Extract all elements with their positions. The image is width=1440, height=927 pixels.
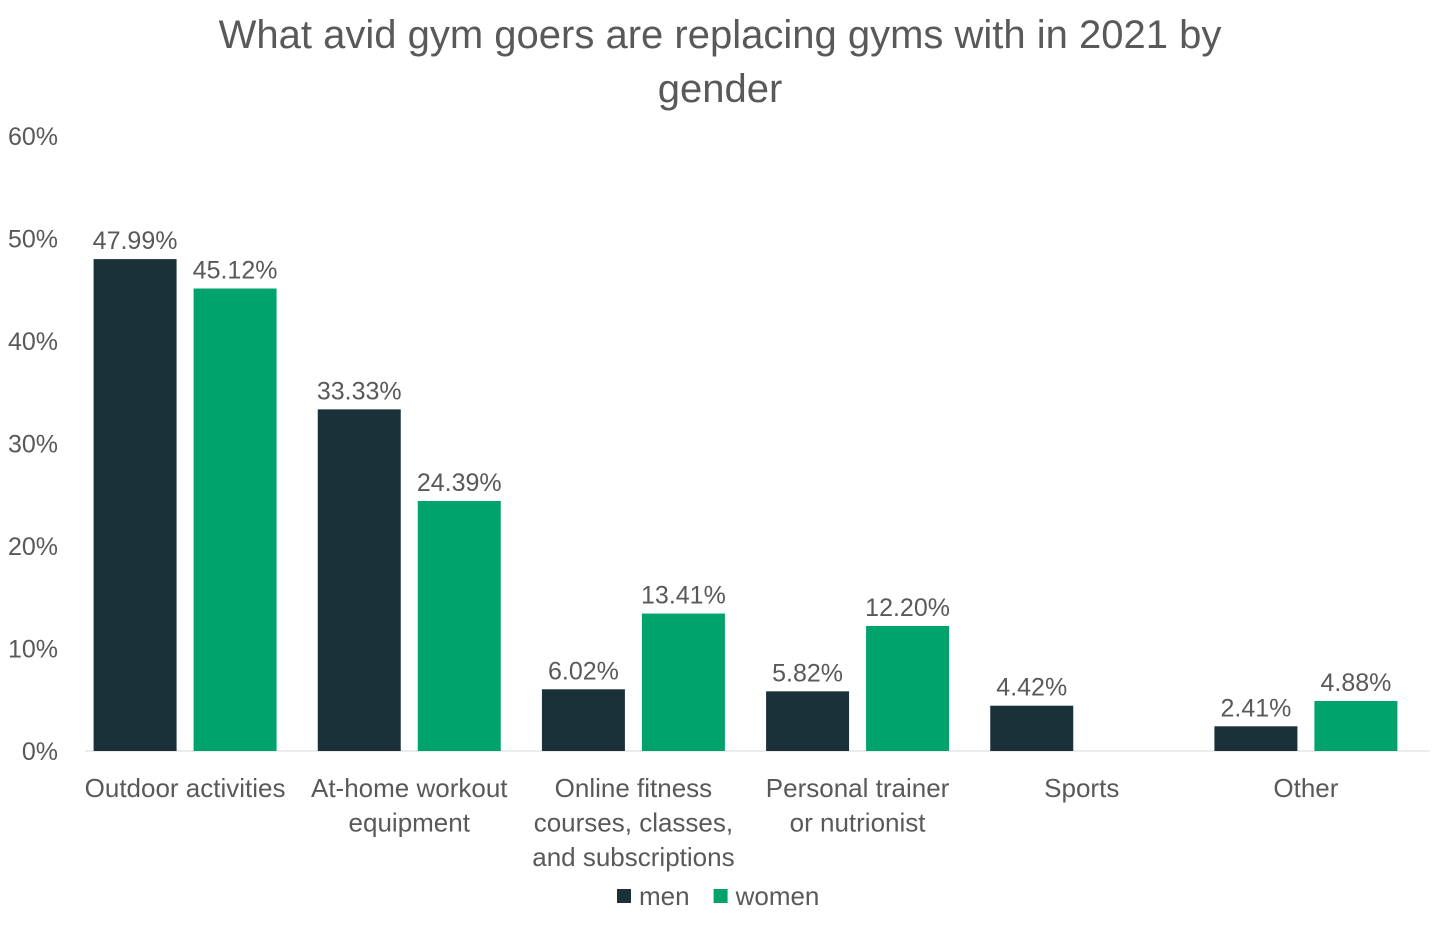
chart-title-line: gender [658,67,783,111]
chart-title: What avid gym goers are replacing gyms w… [219,13,1222,111]
bar-women [193,288,277,751]
bar-women [641,613,725,751]
y-tick-label: 50% [8,226,58,254]
legend-label-men: men [639,881,690,911]
legend-swatch-women [713,889,728,903]
legend-label-women: women [735,881,820,911]
bar-women [866,625,950,751]
bar-men [766,691,850,751]
chart-title-line: What avid gym goers are replacing gyms w… [219,13,1222,57]
bar-men [93,259,177,751]
x-tick-label: Outdoor activities [85,773,286,803]
data-label: 5.82% [772,659,843,687]
y-tick-label: 10% [8,636,58,664]
y-axis: 0% 10% 20% 30% 40% 50% 60% [8,123,58,766]
data-label: 4.42% [996,674,1067,702]
bar-men [541,689,625,751]
x-tick-label: and subscriptions [532,842,734,872]
x-tick-label: Online fitness [555,773,713,803]
data-label: 45.12% [193,257,278,285]
x-tick-label: At-home workout [311,773,508,803]
y-tick-label: 20% [8,533,58,561]
x-tick-label: Other [1273,773,1338,803]
data-label: 2.41% [1220,694,1291,722]
y-tick-label: 60% [8,123,58,151]
x-tick-label: or nutrionist [790,808,927,838]
bars: 47.99% 45.12% 33.33% 24.39% 6.02% 13.41% 5.82%… [93,227,1398,751]
bar-men [1214,726,1298,751]
legend-swatch-men [617,889,631,903]
data-label: 24.39% [417,469,502,497]
x-tick-label: equipment [349,808,471,838]
bar-men [317,409,401,751]
y-tick-label: 40% [8,328,58,356]
y-tick-label: 0% [22,738,58,766]
data-label: 33.33% [317,377,402,405]
x-tick-label: Sports [1044,773,1119,803]
legend: men women [617,881,819,911]
bar-men [990,705,1074,751]
data-label: 13.41% [641,582,726,610]
data-label: 6.02% [548,657,619,685]
x-tick-label: courses, classes, [534,808,733,838]
bar-women [417,501,501,751]
data-label: 12.20% [865,594,950,622]
x-tick-label: Personal trainer [766,773,950,803]
y-tick-label: 30% [8,431,58,459]
bar-women [1314,700,1398,751]
x-axis: Outdoor activities At-home workout equipme… [85,773,1339,872]
data-label: 4.88% [1320,669,1391,697]
data-label: 47.99% [93,227,178,255]
